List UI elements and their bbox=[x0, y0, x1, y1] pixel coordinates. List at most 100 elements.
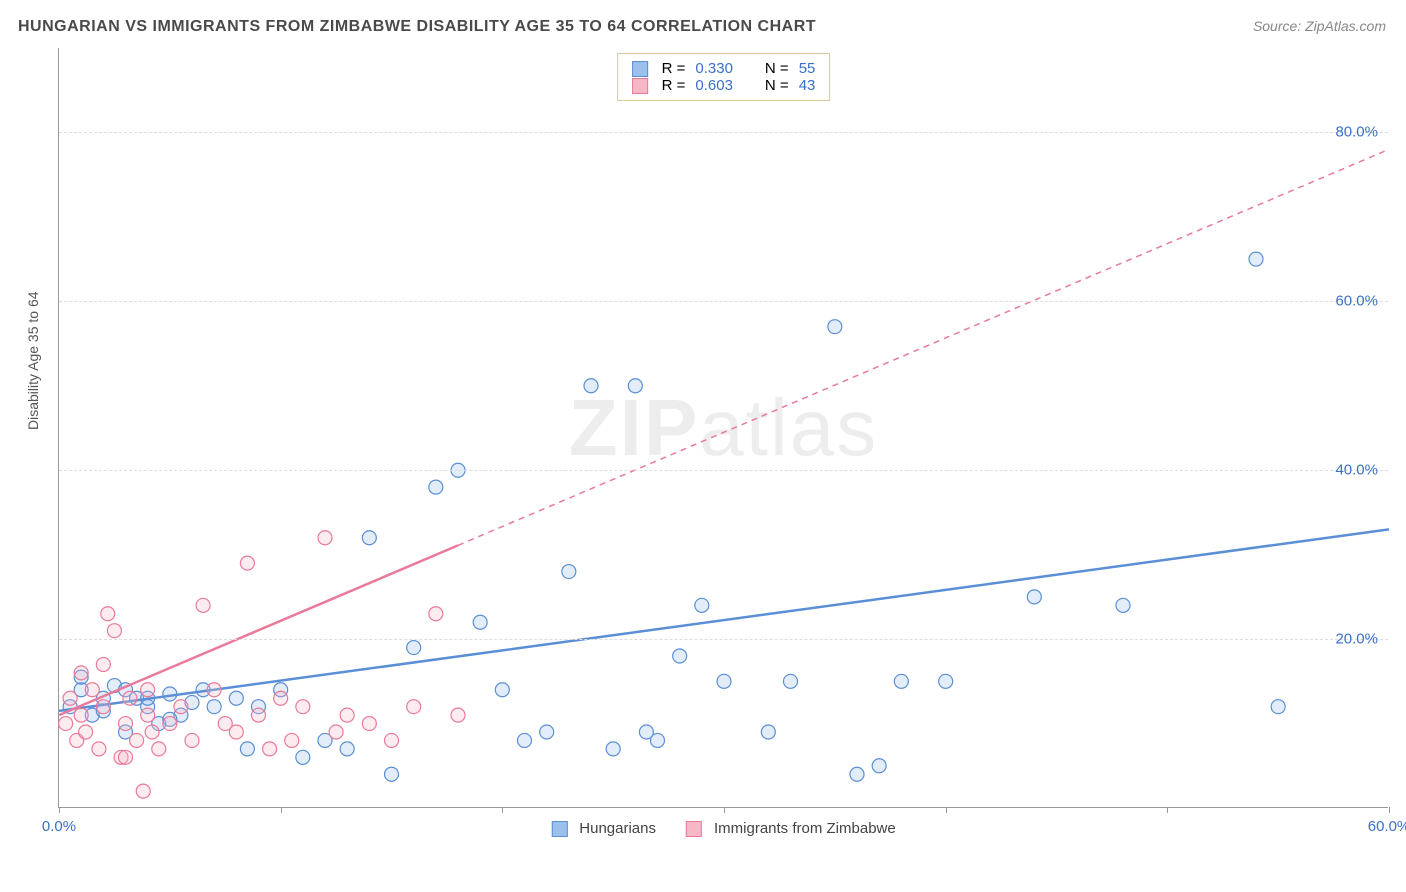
data-point bbox=[451, 708, 465, 722]
x-tick bbox=[946, 807, 947, 813]
data-point bbox=[119, 750, 133, 764]
trend-line-extrapolated bbox=[458, 149, 1389, 545]
data-point bbox=[1249, 252, 1263, 266]
data-point bbox=[174, 700, 188, 714]
data-point bbox=[119, 717, 133, 731]
y-tick-label: 20.0% bbox=[1335, 631, 1378, 648]
legend-series: Hungarians Immigrants from Zimbabwe bbox=[551, 820, 895, 837]
data-point bbox=[362, 531, 376, 545]
data-point bbox=[518, 733, 532, 747]
chart-title: HUNGARIAN VS IMMIGRANTS FROM ZIMBABWE DI… bbox=[18, 18, 816, 36]
y-axis-label: Disability Age 35 to 64 bbox=[25, 291, 41, 430]
data-point bbox=[107, 624, 121, 638]
grid-line bbox=[59, 639, 1388, 640]
data-point bbox=[285, 733, 299, 747]
data-point bbox=[85, 683, 99, 697]
x-tick bbox=[59, 807, 60, 813]
legend-swatch bbox=[686, 821, 702, 837]
data-point bbox=[130, 733, 144, 747]
data-point bbox=[828, 320, 842, 334]
data-point bbox=[92, 742, 106, 756]
data-point bbox=[185, 733, 199, 747]
data-point bbox=[340, 742, 354, 756]
data-point bbox=[136, 784, 150, 798]
data-point bbox=[761, 725, 775, 739]
data-point bbox=[74, 666, 88, 680]
data-point bbox=[96, 700, 110, 714]
data-point bbox=[240, 556, 254, 570]
data-point bbox=[196, 598, 210, 612]
data-point bbox=[340, 708, 354, 722]
data-point bbox=[240, 742, 254, 756]
data-point bbox=[540, 725, 554, 739]
data-point bbox=[141, 683, 155, 697]
data-point bbox=[274, 691, 288, 705]
y-tick-label: 60.0% bbox=[1335, 293, 1378, 310]
data-point bbox=[495, 683, 509, 697]
data-point bbox=[163, 717, 177, 731]
data-point bbox=[872, 759, 886, 773]
data-point bbox=[385, 733, 399, 747]
x-tick bbox=[1167, 807, 1168, 813]
data-point bbox=[628, 379, 642, 393]
data-point bbox=[123, 691, 137, 705]
data-point bbox=[894, 674, 908, 688]
data-point bbox=[784, 674, 798, 688]
data-point bbox=[145, 725, 159, 739]
data-point bbox=[673, 649, 687, 663]
x-tick bbox=[502, 807, 503, 813]
data-point bbox=[296, 750, 310, 764]
data-point bbox=[473, 615, 487, 629]
data-point bbox=[850, 767, 864, 781]
data-point bbox=[1271, 700, 1285, 714]
data-point bbox=[96, 657, 110, 671]
x-tick bbox=[724, 807, 725, 813]
legend-series-label: Hungarians bbox=[579, 820, 656, 837]
data-point bbox=[717, 674, 731, 688]
grid-line bbox=[59, 470, 1388, 471]
x-tick bbox=[281, 807, 282, 813]
data-point bbox=[207, 683, 221, 697]
legend-series-label: Immigrants from Zimbabwe bbox=[714, 820, 896, 837]
data-point bbox=[296, 700, 310, 714]
data-point bbox=[229, 691, 243, 705]
data-point bbox=[429, 480, 443, 494]
data-point bbox=[695, 598, 709, 612]
legend-series-item: Immigrants from Zimbabwe bbox=[686, 820, 896, 837]
data-point bbox=[59, 717, 73, 731]
data-point bbox=[252, 708, 266, 722]
data-point bbox=[1116, 598, 1130, 612]
data-point bbox=[63, 691, 77, 705]
data-point bbox=[329, 725, 343, 739]
data-point bbox=[101, 607, 115, 621]
data-point bbox=[152, 742, 166, 756]
data-point bbox=[429, 607, 443, 621]
data-point bbox=[606, 742, 620, 756]
x-tick-label: 60.0% bbox=[1368, 818, 1406, 835]
data-point bbox=[562, 565, 576, 579]
data-point bbox=[385, 767, 399, 781]
x-tick bbox=[1389, 807, 1390, 813]
grid-line bbox=[59, 301, 1388, 302]
data-point bbox=[74, 708, 88, 722]
data-point bbox=[79, 725, 93, 739]
scatter-svg bbox=[59, 48, 1388, 807]
legend-series-item: Hungarians bbox=[551, 820, 656, 837]
source-attribution: Source: ZipAtlas.com bbox=[1253, 18, 1386, 34]
data-point bbox=[407, 700, 421, 714]
data-point bbox=[1027, 590, 1041, 604]
data-point bbox=[362, 717, 376, 731]
legend-swatch bbox=[551, 821, 567, 837]
data-point bbox=[318, 531, 332, 545]
data-point bbox=[939, 674, 953, 688]
x-tick-label: 0.0% bbox=[42, 818, 76, 835]
data-point bbox=[263, 742, 277, 756]
data-point bbox=[651, 733, 665, 747]
data-point bbox=[407, 641, 421, 655]
plot-area: ZIPatlas R =0.330N =55R =0.603N =43 Hung… bbox=[58, 48, 1388, 808]
y-tick-label: 40.0% bbox=[1335, 462, 1378, 479]
data-point bbox=[207, 700, 221, 714]
data-point bbox=[229, 725, 243, 739]
data-point bbox=[584, 379, 598, 393]
data-point bbox=[141, 708, 155, 722]
